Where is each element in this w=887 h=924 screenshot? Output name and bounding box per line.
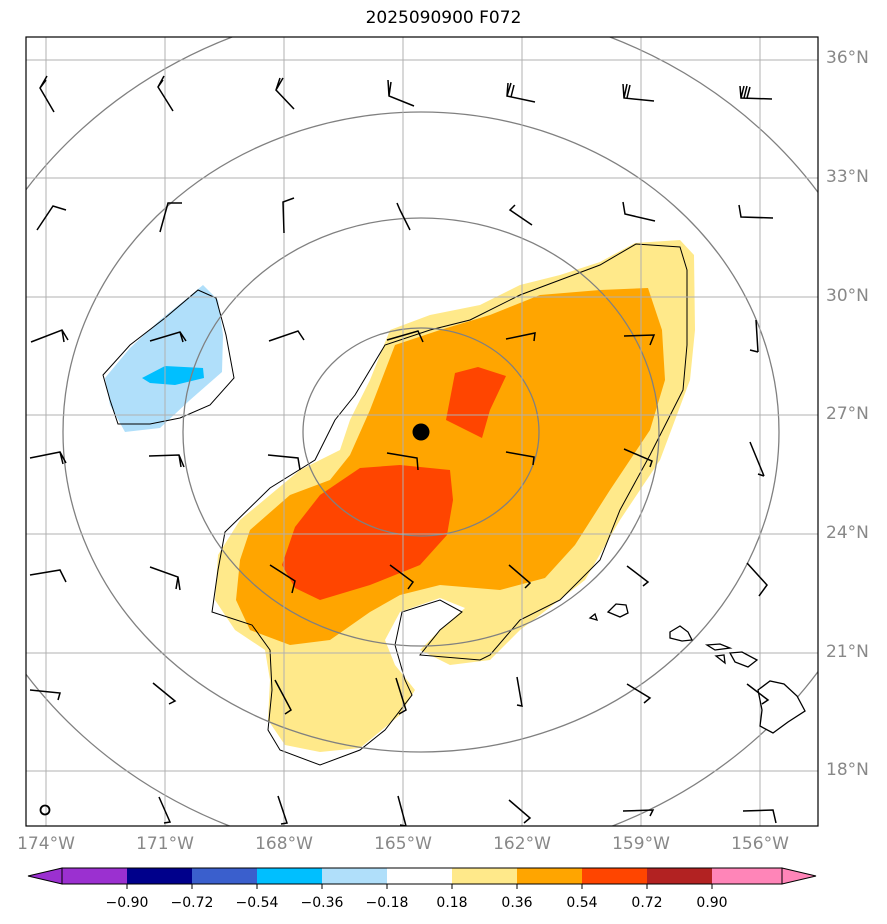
- colorbar-tick-label: 0.90: [696, 895, 728, 911]
- colorbar-bin: [452, 868, 517, 884]
- colorbar-tick-label: 0.72: [631, 895, 663, 911]
- lat-label: 21°N: [826, 642, 869, 662]
- colorbar-tick-label: 0.54: [566, 895, 598, 911]
- lat-label: 27°N: [826, 404, 869, 424]
- wind-barbs: [29, 75, 777, 826]
- anomaly-fill-0.54-a: [446, 367, 506, 438]
- anomaly-fill-neg-0.18: [105, 285, 223, 432]
- anomaly-fill-0.54-b: [282, 465, 453, 600]
- lat-label: 24°N: [826, 523, 869, 543]
- colorbar-bin: [387, 868, 452, 884]
- lat-label: 33°N: [826, 167, 869, 187]
- colorbar-bin: [712, 868, 782, 884]
- colorbar-tick-label: −0.18: [365, 895, 409, 911]
- colorbar-extend-max: [781, 867, 817, 885]
- lat-label: 36°N: [826, 48, 869, 68]
- zero-contour: [211, 243, 688, 766]
- colorbar-bin: [647, 868, 712, 884]
- lon-label: 165°W: [374, 834, 432, 854]
- storm-center-marker: [412, 423, 430, 441]
- colorbar-bin: [517, 868, 582, 884]
- lon-label: 156°W: [731, 834, 789, 854]
- colorbar-tick-label: 0.36: [501, 895, 533, 911]
- colorbar-tick-label: −0.90: [105, 895, 149, 911]
- colorbar-tick-label: 0.18: [436, 895, 468, 911]
- colorbar-bin: [192, 868, 257, 884]
- lon-label: 162°W: [493, 834, 551, 854]
- colorbar-extend-min: [27, 867, 63, 885]
- lon-label: 171°W: [136, 834, 194, 854]
- lat-label: 30°N: [826, 286, 869, 306]
- colorbar-bin: [127, 868, 192, 884]
- lat-label: 18°N: [826, 760, 869, 780]
- graticule: [26, 37, 818, 826]
- colorbar-tick-label: −0.54: [235, 895, 279, 911]
- colorbar-tick-label: −0.72: [170, 895, 214, 911]
- anomaly-fill-neg-0.36: [142, 366, 204, 385]
- plot-title: 2025090900 F072: [365, 8, 522, 28]
- lon-label: 168°W: [255, 834, 313, 854]
- coastline-hawaii: [588, 603, 806, 734]
- colorbar-bin: [582, 868, 647, 884]
- lon-label: 159°W: [612, 834, 670, 854]
- colorbar-bin: [257, 868, 322, 884]
- colorbar: [27, 867, 817, 889]
- colorbar-tick-label: −0.36: [300, 895, 344, 911]
- colorbar-bin: [62, 868, 127, 884]
- map-frame: [25, 36, 819, 827]
- range-rings: [26, 37, 818, 826]
- colorbar-bin: [322, 868, 387, 884]
- lon-label: 174°W: [17, 834, 75, 854]
